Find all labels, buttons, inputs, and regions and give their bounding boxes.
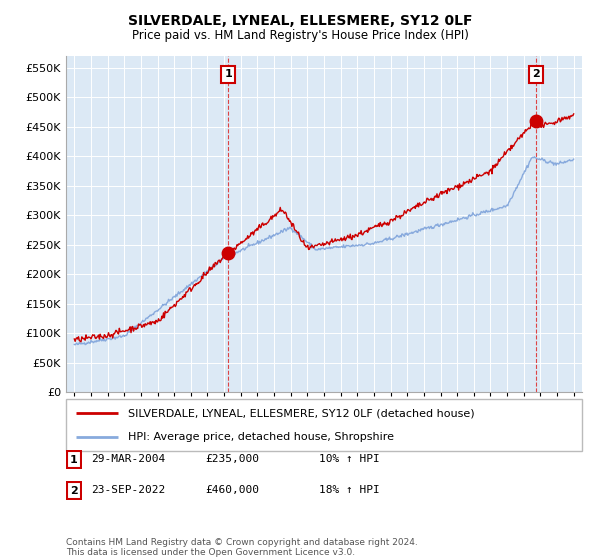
Text: 23-SEP-2022: 23-SEP-2022 — [91, 485, 166, 495]
Text: 2: 2 — [70, 486, 77, 496]
FancyBboxPatch shape — [66, 399, 582, 451]
Text: 1: 1 — [224, 69, 232, 80]
Text: Contains HM Land Registry data © Crown copyright and database right 2024.
This d: Contains HM Land Registry data © Crown c… — [66, 538, 418, 557]
Text: HPI: Average price, detached house, Shropshire: HPI: Average price, detached house, Shro… — [128, 432, 394, 442]
Text: Price paid vs. HM Land Registry's House Price Index (HPI): Price paid vs. HM Land Registry's House … — [131, 29, 469, 42]
Text: 10% ↑ HPI: 10% ↑ HPI — [319, 454, 380, 464]
Text: 1: 1 — [70, 455, 77, 465]
Text: £235,000: £235,000 — [205, 454, 259, 464]
Text: 18% ↑ HPI: 18% ↑ HPI — [319, 485, 380, 495]
FancyBboxPatch shape — [67, 482, 81, 499]
FancyBboxPatch shape — [67, 451, 81, 468]
Text: 29-MAR-2004: 29-MAR-2004 — [91, 454, 166, 464]
Text: 2: 2 — [532, 69, 540, 80]
Text: SILVERDALE, LYNEAL, ELLESMERE, SY12 0LF (detached house): SILVERDALE, LYNEAL, ELLESMERE, SY12 0LF … — [128, 408, 475, 418]
Text: SILVERDALE, LYNEAL, ELLESMERE, SY12 0LF: SILVERDALE, LYNEAL, ELLESMERE, SY12 0LF — [128, 14, 472, 28]
Text: £460,000: £460,000 — [205, 485, 259, 495]
